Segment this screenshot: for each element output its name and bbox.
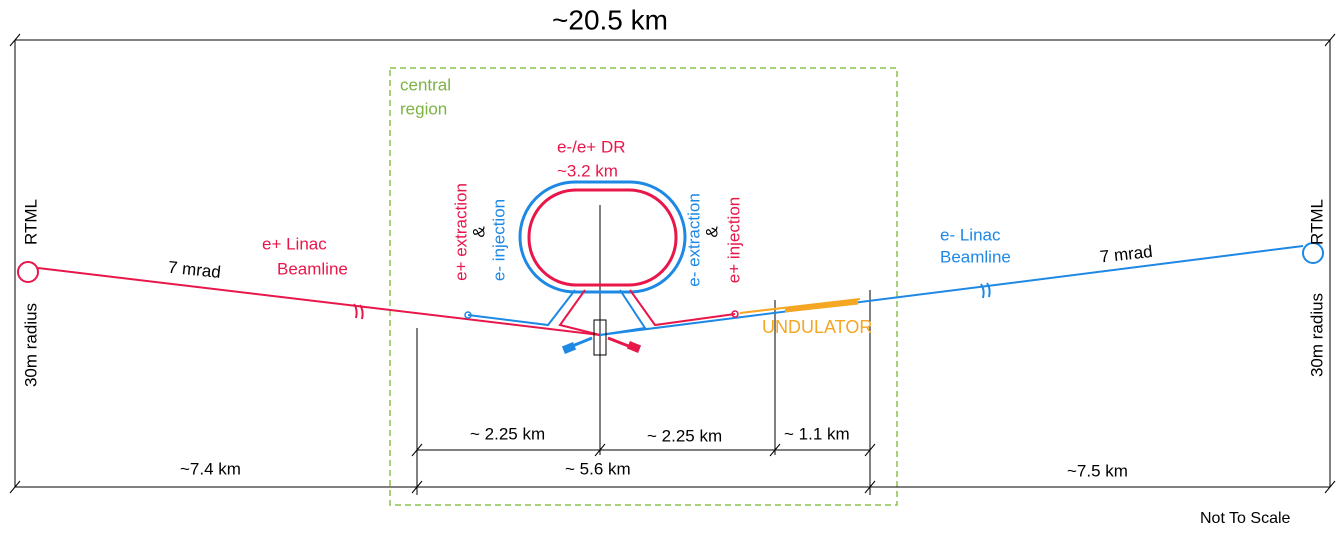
linac-label: Beamline: [277, 259, 348, 278]
angle-label: 7 mrad: [167, 258, 222, 282]
dr-label: e-/e+ DR: [557, 137, 626, 156]
region-label: central: [400, 75, 451, 94]
injection-label: e+ extraction: [451, 183, 470, 281]
distance-label: ~ 2.25 km: [470, 424, 545, 443]
distance-label: ~7.4 km: [180, 459, 241, 478]
injection-label: &: [469, 226, 488, 238]
central-region-box: [389, 67, 898, 506]
radius-label: 30m radius: [1307, 293, 1326, 377]
dimension-lines: [9, 33, 1336, 495]
beamlines: [17, 180, 1324, 356]
injection-label: &: [702, 226, 721, 238]
radius-label: 30m radius: [21, 303, 40, 387]
linac-label: e+ Linac: [262, 234, 327, 253]
distance-label: ~ 2.25 km: [647, 426, 722, 445]
injection-label: e- extraction: [684, 193, 703, 287]
injection-label: e- injection: [489, 199, 508, 281]
linac-label: Beamline: [940, 247, 1011, 266]
rtml-label: RTML: [1307, 199, 1326, 245]
distance-label: ~ 1.1 km: [784, 424, 850, 443]
linac-label: e- Linac: [940, 225, 1001, 244]
injection-label: e+ injection: [724, 197, 743, 283]
undulator-label: UNDULATOR: [762, 317, 872, 337]
region-label: region: [400, 99, 447, 118]
title: ~20.5 km: [552, 4, 668, 35]
angle-label: 7 mrad: [1099, 242, 1154, 266]
note: Not To Scale: [1200, 510, 1291, 527]
dr-length: ~3.2 km: [557, 161, 618, 180]
distance-label: ~7.5 km: [1067, 461, 1128, 480]
rtml-label: RTML: [21, 199, 40, 245]
distance-label: ~ 5.6 km: [565, 459, 631, 478]
